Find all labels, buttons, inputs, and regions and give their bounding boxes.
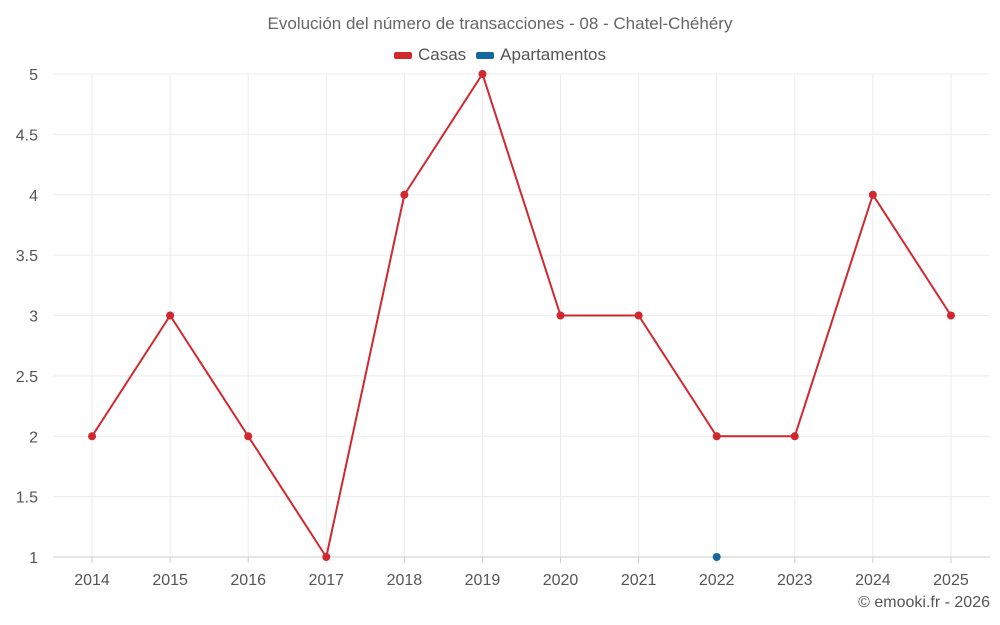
chart-title: Evolución del número de transacciones - … <box>267 14 733 33</box>
y-tick-label: 3.5 <box>16 248 38 265</box>
x-tick-label: 2024 <box>855 572 891 589</box>
legend-item-casas[interactable]: Casas <box>393 45 467 65</box>
data-point-apartamentos[interactable] <box>712 553 721 561</box>
y-tick-label: 5 <box>29 67 38 84</box>
data-point-casas[interactable] <box>400 190 409 199</box>
x-tick-label: 2022 <box>699 572 735 589</box>
x-tick-label: 2021 <box>621 572 657 589</box>
legend-label-casas: Casas <box>417 45 467 64</box>
data-point-casas[interactable] <box>634 311 643 320</box>
legend-label-apartamentos: Apartamentos <box>500 45 607 64</box>
credit-text: © emooki.fr - 2026 <box>858 594 990 611</box>
x-tick-label: 2017 <box>308 572 344 589</box>
x-tick-label: 2015 <box>152 572 188 589</box>
series-line-casas <box>91 73 952 558</box>
data-point-casas[interactable] <box>244 432 253 441</box>
x-tick-label: 2019 <box>465 572 501 589</box>
legend-swatch-apartamentos <box>476 51 495 59</box>
x-tick-label: 2025 <box>933 572 969 589</box>
y-tick-label: 4 <box>29 188 38 205</box>
data-point-casas[interactable] <box>868 190 877 199</box>
data-point-casas[interactable] <box>946 311 955 320</box>
legend: Casas Apartamentos <box>0 45 1000 65</box>
data-point-casas[interactable] <box>322 553 331 561</box>
x-tick-label: 2023 <box>777 572 813 589</box>
legend-item-apartamentos[interactable]: Apartamentos <box>476 45 606 65</box>
data-point-casas[interactable] <box>478 70 487 78</box>
grid <box>53 73 990 557</box>
legend-swatch-casas <box>393 51 412 59</box>
data-point-casas[interactable] <box>556 311 565 320</box>
y-tick-label: 2 <box>29 429 38 446</box>
x-tick-label: 2014 <box>74 572 110 589</box>
y-tick-label: 4.5 <box>16 127 38 144</box>
x-tick-label: 2020 <box>543 572 579 589</box>
y-tick-label: 1.5 <box>16 490 38 507</box>
y-tick-label: 2.5 <box>16 369 38 386</box>
y-tick-label: 1 <box>29 550 38 567</box>
data-point-casas[interactable] <box>88 432 97 441</box>
x-tick-label: 2016 <box>230 572 266 589</box>
data-point-casas[interactable] <box>712 432 721 441</box>
data-point-casas[interactable] <box>166 311 175 320</box>
x-tick-label: 2018 <box>387 572 423 589</box>
axes: 1 1.5 2 2.5 3 3.5 4 4.5 5 2014 2015 2016 2017 2018 201… <box>16 67 990 589</box>
y-tick-label: 3 <box>29 309 38 326</box>
data-point-casas[interactable] <box>790 432 799 441</box>
series <box>88 70 955 561</box>
